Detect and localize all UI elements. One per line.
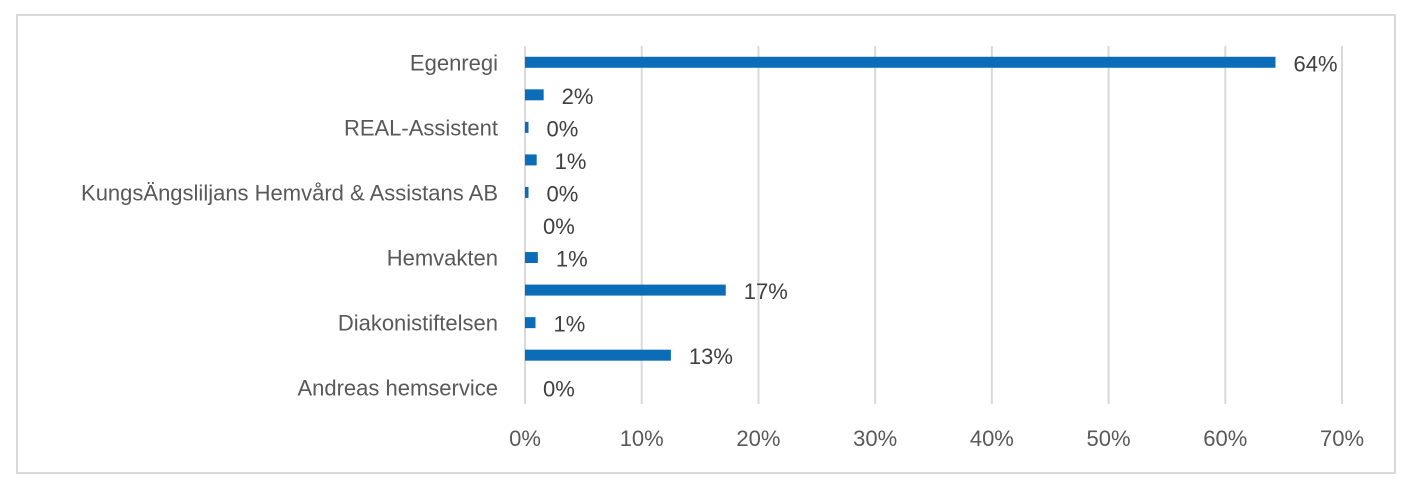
bar [525,186,529,198]
category-label: Hemvakten [387,246,498,271]
bars [525,56,1276,361]
x-tick-label: 10% [620,426,664,451]
x-tick-label: 50% [1087,426,1131,451]
chart-frame [16,14,1396,474]
category-label: KungsÄngsliljans Hemvård & Assistans AB [81,180,498,205]
category-label: Andreas hemservice [297,376,498,401]
bar [525,56,1276,68]
data-label: 1% [556,247,588,272]
category-labels: Egenregi REAL-Assistent KungsÄngsliljans H… [81,50,498,400]
category-label: Diakonistiftelsen [338,311,498,336]
bar [525,252,538,264]
x-tick-label: 40% [970,426,1014,451]
data-labels: 64% 2% 0% 1% 0% 0% 1% 17% 1% 13% 0% [543,51,1338,401]
bar [525,121,529,133]
data-label: 0% [543,214,575,239]
x-axis-tick-labels: 0% 10% 20% 30% 40% 50% 60% 70% [509,426,1364,451]
x-tick-label: 0% [509,426,541,451]
x-tick-label: 70% [1320,426,1364,451]
category-label: Egenregi [410,50,498,75]
data-label: 0% [547,181,579,206]
data-label: 2% [562,84,594,109]
bar [525,349,671,361]
x-tick-label: 30% [853,426,897,451]
bar [525,154,537,166]
data-label: 1% [555,149,587,174]
data-label: 1% [554,312,586,337]
data-label: 0% [547,116,579,141]
data-label: 0% [543,377,575,402]
x-tick-label: 60% [1203,426,1247,451]
category-label: REAL-Assistent [344,115,498,140]
data-label: 64% [1293,51,1337,76]
bar [525,284,726,296]
x-tick-label: 20% [736,426,780,451]
bar [525,89,544,101]
data-label: 13% [689,344,733,369]
gridlines [524,46,1343,404]
bar [525,317,536,329]
data-label: 17% [744,279,788,304]
